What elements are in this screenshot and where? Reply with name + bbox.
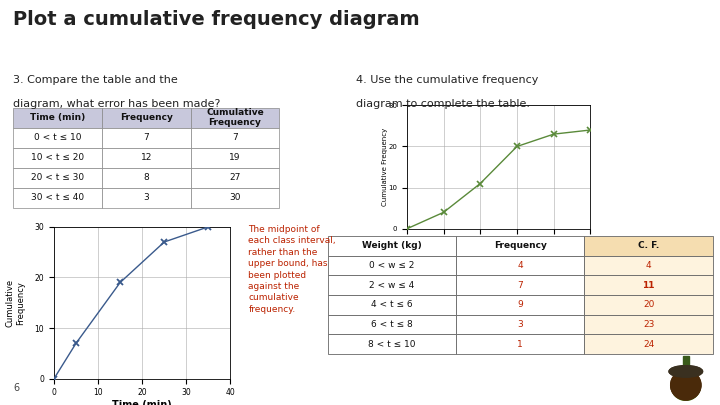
Text: The midpoint of
each class interval,
rather than the
upper bound, has
been plott: The midpoint of each class interval, rat… xyxy=(248,225,336,314)
Text: diagram, what error has been made?: diagram, what error has been made? xyxy=(13,99,220,109)
Text: Plot a cumulative frequency diagram: Plot a cumulative frequency diagram xyxy=(13,10,420,29)
Circle shape xyxy=(671,372,701,401)
Text: 3. Compare the table and the: 3. Compare the table and the xyxy=(13,75,178,85)
X-axis label: Weight of dogs (kg): Weight of dogs (kg) xyxy=(461,247,536,256)
Y-axis label: Cumulative Frequency: Cumulative Frequency xyxy=(382,128,388,206)
X-axis label: Time (min): Time (min) xyxy=(112,400,172,405)
Text: diagram to complete the table.: diagram to complete the table. xyxy=(356,99,531,109)
Circle shape xyxy=(671,371,701,400)
Text: 4. Use the cumulative frequency: 4. Use the cumulative frequency xyxy=(356,75,539,85)
Ellipse shape xyxy=(669,366,703,377)
Bar xyxy=(683,356,689,366)
Text: 6: 6 xyxy=(13,383,19,393)
Y-axis label: Cumulative
Frequency: Cumulative Frequency xyxy=(6,279,25,327)
Circle shape xyxy=(671,371,701,400)
Ellipse shape xyxy=(669,366,703,377)
